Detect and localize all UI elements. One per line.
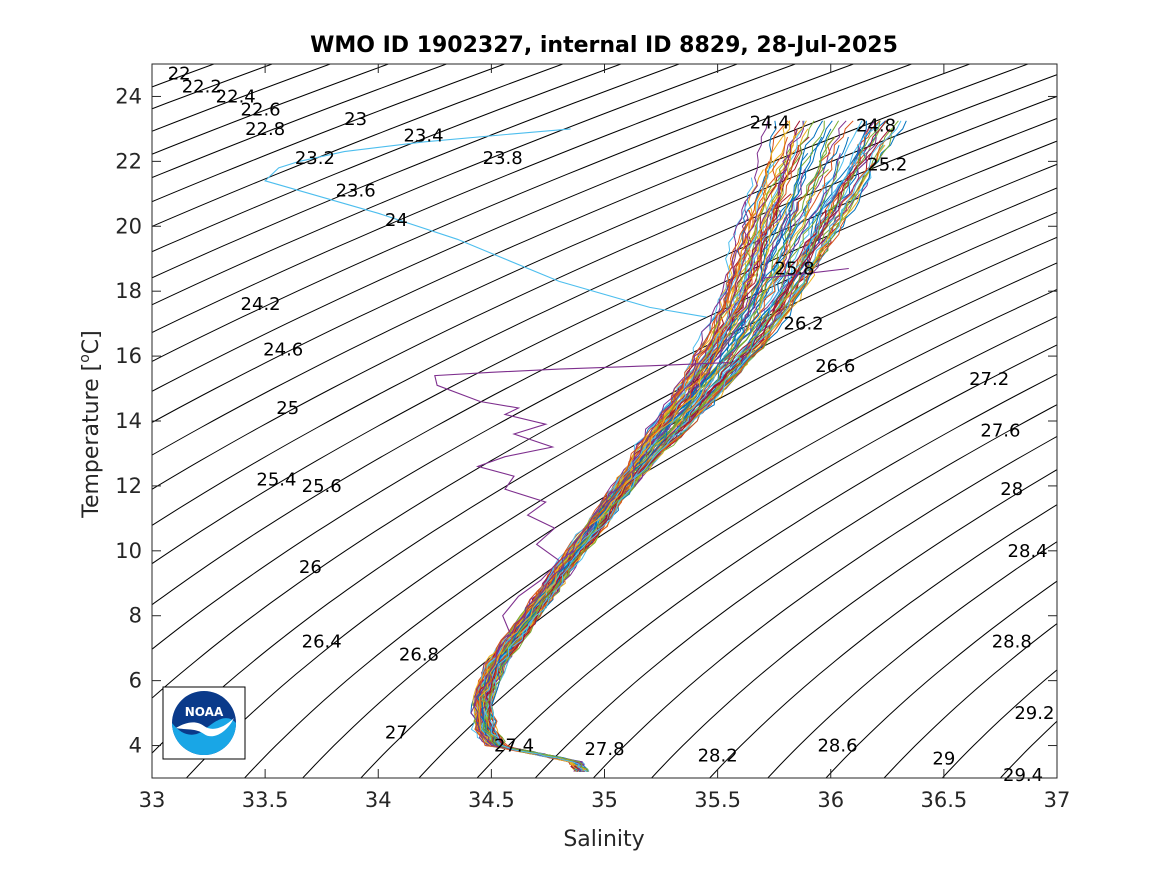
x-tick-label: 34 [365,788,392,812]
isoline-label: 23 [344,109,367,130]
x-tick-label: 35 [591,788,618,812]
x-tick-label: 36.5 [920,788,967,812]
isoline-label: 29.2 [1014,703,1054,724]
x-axis-label: Salinity [563,827,644,852]
isoline-label: 27.4 [494,736,534,757]
y-tick-label: 6 [129,669,142,693]
y-tick-label: 24 [115,84,142,108]
isoline-label: 29.4 [1003,765,1043,786]
y-axis-label-superscript: o [77,354,93,363]
x-tick-label: 33 [139,788,166,812]
isoline-label: 26.2 [784,314,824,335]
y-tick-label: 10 [115,539,142,563]
y-tick-label: 20 [115,214,142,238]
isoline-label: 28.4 [1008,541,1048,562]
isoline-label: 25.6 [302,476,342,497]
x-tick-label: 37 [1044,788,1071,812]
y-axis-label-unit: C] [79,330,104,354]
y-tick-label: 16 [115,344,142,368]
x-tick-label: 34.5 [468,788,515,812]
isoline-label: 25.8 [775,258,815,279]
y-tick-label: 18 [115,279,142,303]
isoline-label: 23.8 [483,148,523,169]
noaa-logo-text: NOAA [185,705,224,719]
y-tick-label: 12 [115,474,142,498]
isoline-label: 28 [1000,479,1023,500]
isoline-label: 25.4 [256,469,296,490]
isoline-label: 24.8 [856,116,896,137]
y-axis-label-main: Temperature [ [79,363,104,519]
y-tick-label: 8 [129,604,142,628]
y-tick-label: 4 [129,734,142,758]
isoline-label: 24 [385,210,408,231]
noaa-logo: NOAA [163,687,245,759]
isoline-label: 23.4 [403,125,443,146]
chart-title: WMO ID 1902327, internal ID 8829, 28-Jul… [310,33,898,58]
isoline-label: 23.2 [295,148,335,169]
isoline-label: 25.2 [867,155,907,176]
x-tick-label: 35.5 [694,788,741,812]
isoline-label: 26.8 [399,645,439,666]
isoline-label: 28.6 [817,736,857,757]
isoline-label: 24.4 [750,112,790,133]
isoline-label: 26.6 [815,356,855,377]
isoline-label: 27.2 [969,369,1009,390]
isoline-label: 22.6 [241,99,281,120]
isoline-label: 29 [932,749,955,770]
isoline-label: 27.6 [980,421,1020,442]
isoline-label: 27.8 [584,739,624,760]
isoline-label: 23.6 [336,181,376,202]
isoline-label: 26.4 [302,632,342,653]
x-tick-label: 33.5 [242,788,289,812]
y-tick-label: 14 [115,409,142,433]
isoline-label: 25 [276,398,299,419]
isoline-label: 26 [299,557,322,578]
y-tick-label: 22 [115,149,142,173]
x-tick-label: 36 [817,788,844,812]
isoline-label: 22.8 [245,119,285,140]
isoline-label: 24.2 [241,294,281,315]
isoline-label: 27 [385,723,408,744]
isoline-label: 28.8 [992,632,1032,653]
isoline-label: 24.6 [263,340,303,361]
isoline-label: 28.2 [698,745,738,766]
